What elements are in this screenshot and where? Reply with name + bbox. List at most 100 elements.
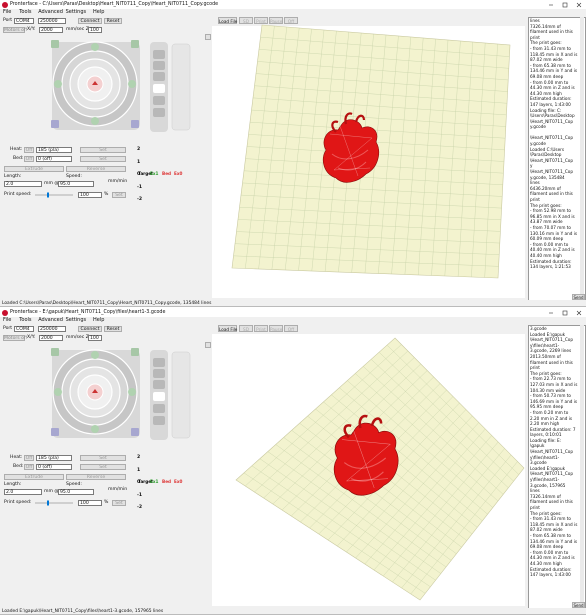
- z-step: [153, 96, 165, 105]
- print-speed-set[interactable]: Set: [112, 500, 126, 506]
- heat-set-button[interactable]: Set: [80, 147, 126, 153]
- reset-button[interactable]: Reset: [104, 18, 122, 24]
- baud-select[interactable]: 250000: [38, 18, 66, 24]
- bed-set-button[interactable]: Set: [80, 464, 126, 470]
- heart-model: [334, 414, 399, 496]
- viewer-button[interactable]: Off: [284, 17, 298, 24]
- log-line: \Heart_NIT0711_Cop: [530, 118, 573, 124]
- length-label: Length:: [4, 482, 22, 487]
- bed-off-button[interactable]: Off: [24, 156, 34, 162]
- log-line: 3.gcode: [530, 460, 547, 466]
- viewer-button[interactable]: Print: [254, 325, 268, 332]
- length-input[interactable]: 2.0: [4, 181, 42, 187]
- bed-select[interactable]: 0 (off): [36, 464, 72, 470]
- reset-button[interactable]: Reset: [104, 326, 122, 332]
- graph-tick: 0: [137, 480, 141, 485]
- log-line: 104.30 mm wide: [530, 387, 566, 393]
- plate-grid-line: [378, 35, 399, 274]
- plate-grid-line: [371, 359, 509, 488]
- menu-item[interactable]: Advanced: [38, 317, 63, 323]
- log-line: y\files\heart1-: [530, 342, 560, 348]
- maximize: [562, 310, 568, 316]
- port-select[interactable]: COM4: [14, 326, 34, 332]
- print-speed-slider[interactable]: [34, 192, 74, 198]
- reverse-button[interactable]: Reverse: [66, 474, 126, 480]
- graph-tick: -2: [137, 197, 143, 202]
- z-speed-input[interactable]: 100: [88, 335, 102, 341]
- plate-grid-line: [300, 383, 441, 523]
- xy-speed-input[interactable]: 2000: [39, 27, 63, 33]
- bed-set-button[interactable]: Set: [80, 156, 126, 162]
- viewer-button[interactable]: Pause: [269, 325, 283, 332]
- window-controls[interactable]: [546, 0, 586, 9]
- menu-item[interactable]: File: [3, 9, 12, 15]
- print-speed-slider[interactable]: [34, 500, 74, 506]
- length-input[interactable]: 2.0: [4, 489, 42, 495]
- jog-controls[interactable]: [0, 342, 200, 452]
- viewer-button[interactable]: SD: [239, 325, 253, 332]
- viewer-button[interactable]: Off: [284, 325, 298, 332]
- menu-item[interactable]: Settings: [65, 9, 87, 15]
- menu-item[interactable]: Advanced: [38, 9, 63, 15]
- axis-marker: [91, 117, 99, 125]
- plate-grid-line: [236, 231, 500, 244]
- menu-item[interactable]: Settings: [65, 317, 87, 323]
- print-speed-input[interactable]: 100: [78, 192, 102, 198]
- window-controls[interactable]: [546, 308, 586, 317]
- baud-select[interactable]: 250000: [38, 326, 66, 332]
- viewer-button[interactable]: Load File: [218, 325, 238, 332]
- scrollbar[interactable]: [580, 325, 584, 607]
- log-line: lines: [530, 180, 540, 186]
- collapse-tab[interactable]: [205, 34, 211, 40]
- collapse-tab[interactable]: [205, 342, 211, 348]
- motors-off-button[interactable]: Motors off: [3, 335, 28, 341]
- send-button[interactable]: Send: [572, 294, 585, 300]
- percent-label: %: [104, 500, 109, 505]
- menu-item[interactable]: Tools: [19, 317, 32, 323]
- app-icon: [2, 309, 8, 316]
- bed-select[interactable]: 0 (off): [36, 156, 72, 162]
- connect-button[interactable]: Connect: [78, 326, 102, 332]
- heat-select[interactable]: 185 (pla): [36, 455, 72, 461]
- send-button[interactable]: Send: [572, 602, 585, 608]
- print-speed-set[interactable]: Set: [112, 192, 126, 198]
- log-line: \Heart_NIT0711_Cop: [530, 169, 573, 175]
- log-line: 44.30 mm high: [530, 560, 562, 566]
- graph-legend: Bed: [162, 479, 172, 484]
- print-speed-input[interactable]: 100: [78, 500, 102, 506]
- menu-item[interactable]: File: [3, 317, 12, 323]
- reverse-button[interactable]: Reverse: [66, 166, 126, 172]
- viewer-button[interactable]: SD: [239, 17, 253, 24]
- log-line: 147 layers, 1:43:00: [530, 101, 571, 107]
- heat-off-button[interactable]: Off: [24, 455, 34, 461]
- log-line: Loading file: C:: [530, 107, 562, 113]
- menu-item[interactable]: Tools: [19, 9, 32, 15]
- menu-item[interactable]: Help: [93, 9, 105, 15]
- heat-off-button[interactable]: Off: [24, 147, 34, 153]
- log-line: 134.46 mm in Y and is: [530, 538, 578, 544]
- heat-set-button[interactable]: Set: [80, 455, 126, 461]
- motors-off-button[interactable]: Motors off: [3, 27, 28, 33]
- log-line: \Heart_NIT0711_Cop: [530, 135, 573, 141]
- log-line: - from 52.98 mm to: [530, 208, 571, 214]
- scrollbar[interactable]: [580, 17, 584, 299]
- log-line: 95.95 mm deep: [530, 404, 564, 410]
- viewer-button[interactable]: Print: [254, 17, 268, 24]
- viewer-button[interactable]: Load File: [218, 17, 238, 24]
- bed-off-button[interactable]: Off: [24, 464, 34, 470]
- speed-input[interactable]: 95.0: [58, 181, 94, 187]
- port-select[interactable]: COM4: [14, 18, 34, 24]
- z-speed-input[interactable]: 100: [88, 27, 102, 33]
- slider-thumb: [47, 192, 49, 198]
- plate-grid-line: [249, 122, 506, 139]
- menu-item[interactable]: Help: [93, 317, 105, 323]
- viewer-button[interactable]: Pause: [269, 17, 283, 24]
- extrude-button[interactable]: Extrude: [4, 166, 64, 172]
- xy-speed-input[interactable]: 2000: [39, 335, 63, 341]
- connect-button[interactable]: Connect: [78, 18, 102, 24]
- heart-shading: [331, 149, 369, 171]
- speed-input[interactable]: 95.0: [58, 489, 94, 495]
- extrude-button[interactable]: Extrude: [4, 474, 64, 480]
- heat-select[interactable]: 185 (pla): [36, 147, 72, 153]
- jog-controls[interactable]: [0, 34, 200, 144]
